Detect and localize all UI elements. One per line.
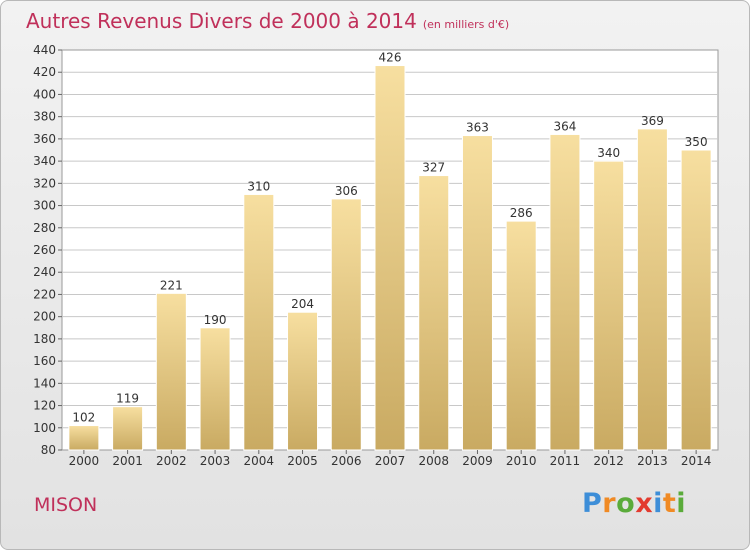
bar <box>243 193 275 451</box>
y-tick-label: 380 <box>33 110 56 124</box>
bar <box>68 425 100 451</box>
x-tick-label: 2009 <box>462 454 493 468</box>
logo-letter: i <box>653 488 663 519</box>
y-tick-label: 200 <box>33 310 56 324</box>
x-tick-label: 2004 <box>244 454 275 468</box>
chart-title-text: Autres Revenus Divers de 2000 à 2014 <box>26 9 417 33</box>
y-tick-label: 360 <box>33 132 56 146</box>
y-tick-label: 240 <box>33 265 56 279</box>
y-tick-label: 80 <box>41 443 56 457</box>
logo-letter: P <box>582 488 603 519</box>
x-tick-label: 2001 <box>112 454 143 468</box>
bar <box>680 149 712 451</box>
bar-value-label: 369 <box>641 114 664 128</box>
bar <box>636 128 668 451</box>
bar <box>330 198 362 451</box>
bar-value-label: 221 <box>160 278 183 292</box>
y-tick-label: 180 <box>33 332 56 346</box>
bar <box>505 220 537 451</box>
logo-letter: r <box>602 488 617 519</box>
bar <box>374 65 406 451</box>
bar <box>593 160 625 451</box>
x-tick-label: 2005 <box>287 454 318 468</box>
x-tick-label: 2002 <box>156 454 187 468</box>
bar-value-label: 363 <box>466 121 489 135</box>
x-tick-label: 2008 <box>418 454 449 468</box>
bar-value-label: 102 <box>72 411 95 425</box>
x-tick-label: 2013 <box>637 454 668 468</box>
y-tick-label: 280 <box>33 221 56 235</box>
bar <box>287 311 319 451</box>
bar-value-label: 204 <box>291 297 314 311</box>
bar-value-label: 364 <box>553 119 576 133</box>
bar-value-label: 190 <box>204 313 227 327</box>
y-tick-label: 340 <box>33 154 56 168</box>
bar-value-label: 286 <box>510 206 533 220</box>
x-tick-label: 2014 <box>681 454 712 468</box>
x-tick-label: 2006 <box>331 454 362 468</box>
bar-value-label: 310 <box>247 179 270 193</box>
place-name: MISON <box>34 494 98 516</box>
bar <box>549 133 581 451</box>
bar <box>199 327 231 451</box>
logo-letter: o <box>616 488 636 519</box>
logo-letter: t <box>662 488 677 519</box>
y-tick-label: 160 <box>33 354 56 368</box>
y-tick-label: 300 <box>33 199 56 213</box>
y-tick-label: 120 <box>33 399 56 413</box>
logo-letter: i <box>676 488 687 519</box>
bar-value-label: 327 <box>422 161 445 175</box>
bar <box>112 406 144 451</box>
proxiti-logo: Proxiti <box>582 488 686 519</box>
x-tick-label: 2011 <box>550 454 581 468</box>
bar-value-label: 340 <box>597 146 620 160</box>
y-tick-label: 440 <box>33 43 56 57</box>
x-tick-label: 2010 <box>506 454 537 468</box>
y-tick-label: 140 <box>33 376 56 390</box>
bar-value-label: 426 <box>379 51 402 65</box>
y-tick-label: 320 <box>33 176 56 190</box>
logo-letter: x <box>635 488 654 519</box>
y-tick-label: 260 <box>33 243 56 257</box>
x-tick-label: 2000 <box>69 454 100 468</box>
bar-value-label: 350 <box>685 135 708 149</box>
chart-unit: (en milliers d'€) <box>422 18 510 31</box>
y-tick-label: 420 <box>33 65 56 79</box>
bar <box>418 175 450 451</box>
x-tick-label: 2012 <box>593 454 624 468</box>
y-tick-label: 100 <box>33 421 56 435</box>
bar-value-label: 119 <box>116 392 139 406</box>
y-tick-label: 220 <box>33 287 56 301</box>
y-tick-label: 400 <box>33 87 56 101</box>
bar <box>461 135 493 451</box>
x-tick-label: 2007 <box>375 454 406 468</box>
bar <box>155 292 187 451</box>
chart-title: Autres Revenus Divers de 2000 à 2014 (en … <box>26 9 509 33</box>
x-tick-label: 2003 <box>200 454 231 468</box>
bar-value-label: 306 <box>335 184 358 198</box>
